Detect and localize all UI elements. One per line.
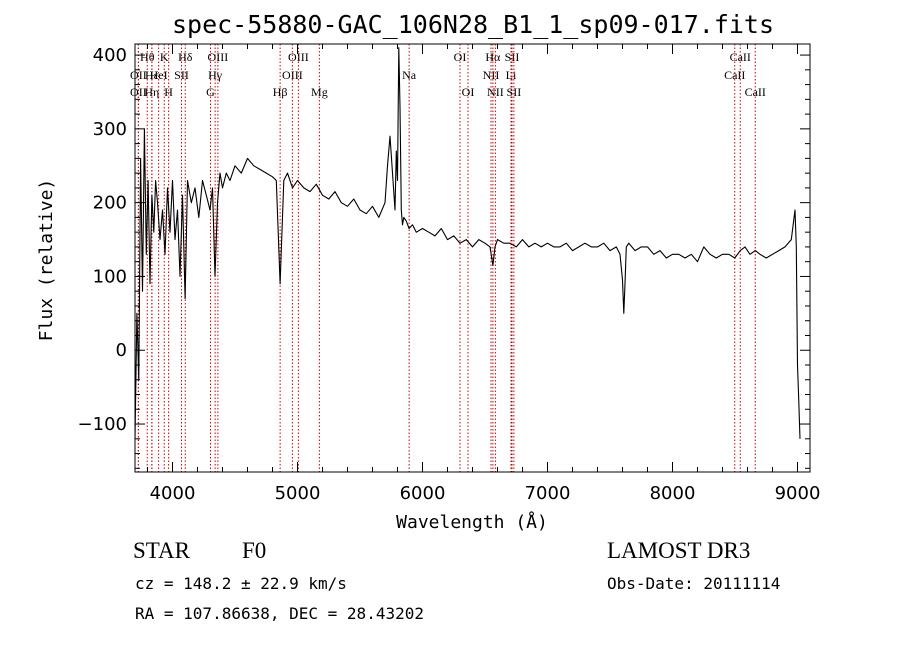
spectral-subclass: F0 (242, 538, 266, 563)
x-tick-label: 5000 (275, 483, 321, 504)
line-marker-label: NII (483, 68, 500, 82)
line-marker-label: OIII (208, 50, 229, 64)
object-class: STAR (133, 538, 191, 563)
obs-date: Obs-Date: 20111114 (607, 574, 780, 593)
line-marker-label: CaII (724, 68, 745, 82)
y-tick-label: −100 (78, 414, 127, 435)
line-marker-label: OII (130, 85, 147, 99)
redshift-line: cz = 148.2 ± 22.9 km/s (135, 574, 347, 593)
line-marker-label: OIII (288, 50, 309, 64)
line-marker-label: CaII (730, 50, 751, 64)
line-marker-label: OI (462, 85, 475, 99)
line-marker-label: SII (507, 85, 522, 99)
line-marker-label: OII (130, 68, 147, 82)
line-marker-label: Hη (144, 85, 159, 99)
chart-title: spec-55880-GAC_106N28_B1_1_sp09-017.fits (172, 10, 774, 39)
line-marker-label: Mg (311, 85, 328, 99)
line-marker-label: Na (402, 68, 417, 82)
x-axis-label: Wavelength (Å) (396, 511, 548, 533)
y-tick-label: 0 (116, 340, 127, 361)
coordinates-line: RA = 107.86638, DEC = 28.43202 (135, 604, 424, 623)
line-marker-label: HeI (150, 68, 168, 82)
y-tick-label: 400 (93, 45, 127, 66)
line-marker-label: Hα (485, 50, 501, 64)
line-markers: OIIOIIHθHεHηHeIKHSIIHδGHγOIIIHβOIIIOIIIM… (130, 44, 766, 472)
line-marker-label: K (160, 50, 169, 64)
line-marker-label: Hγ (208, 68, 223, 82)
line-marker-label: G (206, 85, 215, 99)
spectrum-series (134, 47, 801, 439)
x-tick-label: 9000 (775, 483, 821, 504)
line-marker-label: Hβ (273, 85, 288, 99)
line-marker-label: Hδ (178, 50, 193, 64)
spectrum-line (134, 47, 801, 439)
line-marker-label: CaII (745, 85, 766, 99)
line-marker-label: OI (454, 50, 467, 64)
plot-frame (134, 43, 811, 473)
line-marker-label: SII (174, 68, 189, 82)
line-marker-label: SII (505, 50, 520, 64)
line-marker-label: Hε (145, 68, 159, 82)
x-tick-label: 8000 (650, 483, 696, 504)
axes (134, 43, 811, 473)
survey-release: LAMOST DR3 (607, 538, 750, 563)
line-marker-label: H (164, 85, 173, 99)
x-tick-label: 7000 (525, 483, 571, 504)
y-tick-label: 100 (93, 266, 127, 287)
line-marker-label: NII (487, 85, 504, 99)
line-marker-label: Hθ (140, 50, 155, 64)
x-tick-label: 4000 (150, 483, 196, 504)
x-tick-label: 6000 (400, 483, 446, 504)
tick-labels: 4000 5000 6000 7000 8000 9000 −100 0 100 200 300 40… (78, 45, 821, 504)
y-tick-label: 300 (93, 119, 127, 140)
y-axis-label: Flux (relative) (36, 179, 57, 342)
line-marker-label: OIII (282, 68, 303, 82)
y-tick-label: 200 (93, 193, 127, 214)
line-marker-label: Li (506, 68, 517, 82)
